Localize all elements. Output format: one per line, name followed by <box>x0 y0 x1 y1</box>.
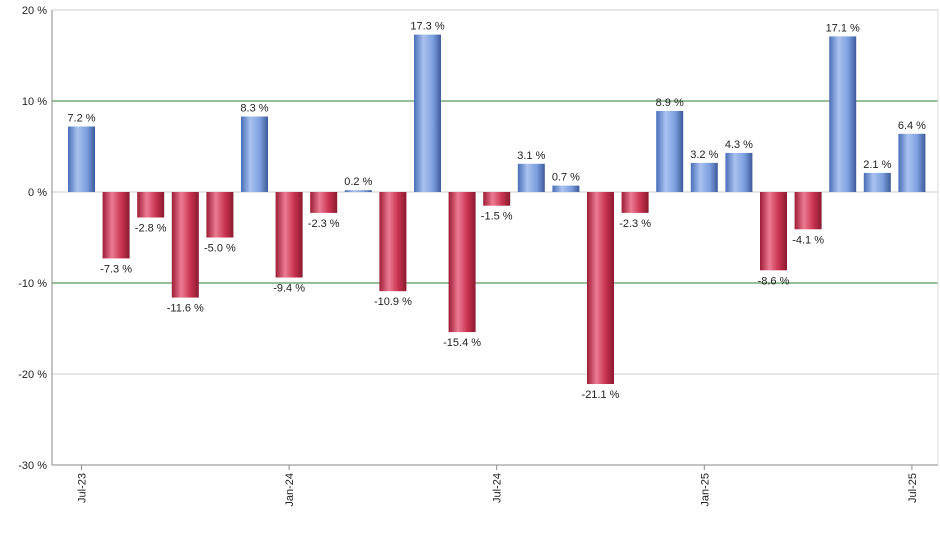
bar-Jun-24 <box>448 192 476 333</box>
data-label-Jul-23: 7.2 % <box>67 113 95 125</box>
bar-May-25 <box>829 36 857 193</box>
data-label-Aug-23: -7.3 % <box>100 263 132 275</box>
bar-Jul-23 <box>68 126 95 192</box>
y-tick-label: 0 % <box>28 187 47 199</box>
bar-Aug-23 <box>102 192 130 259</box>
data-label-Nov-24: -2.3 % <box>619 218 651 230</box>
data-label-Sep-23: -2.8 % <box>135 223 167 235</box>
data-label-Dec-23: 8.3 % <box>240 103 268 115</box>
data-label-May-24: 17.3 % <box>410 21 444 33</box>
bar-Sep-23 <box>137 192 165 218</box>
data-label-Oct-23: -11.6 % <box>167 303 204 315</box>
bar-Feb-24 <box>310 192 338 213</box>
bars <box>68 34 926 384</box>
bar-Feb-25 <box>725 152 753 192</box>
data-label-Jul-24: -1.5 % <box>481 211 513 223</box>
x-tick-label: Jan-24 <box>284 473 296 507</box>
bar-Apr-25 <box>794 192 822 230</box>
data-labels: 7.2 % -7.3 % -2.8 % -11.6 % -5.0 % 8.3 % -9.4 … <box>67 21 926 401</box>
bar-Dec-23 <box>241 116 268 192</box>
data-label-Apr-25: -4.1 % <box>792 234 824 246</box>
data-label-Jul-25: 6.4 % <box>898 120 926 132</box>
y-tick-label: -20 % <box>18 369 47 381</box>
bar-Jul-24 <box>483 192 511 206</box>
data-label-Dec-24: 8.9 % <box>656 97 684 109</box>
data-label-Feb-25: 4.3 % <box>725 139 753 151</box>
x-tick-label: Jan-25 <box>699 473 711 507</box>
data-label-Mar-24: 0.2 % <box>344 176 372 188</box>
bar-Aug-24 <box>517 163 545 192</box>
x-tick-label: Jul-24 <box>492 473 504 503</box>
bar-Mar-24 <box>344 190 372 192</box>
data-label-Mar-25: -8.6 % <box>758 275 790 287</box>
data-label-Feb-24: -2.3 % <box>308 218 340 230</box>
data-label-Jan-24: -9.4 % <box>273 283 305 295</box>
data-label-Sep-24: 0.7 % <box>552 172 580 184</box>
y-tick-label: 10 % <box>22 96 47 108</box>
data-label-Jan-25: 3.2 % <box>690 149 718 161</box>
data-label-Jun-24: -15.4 % <box>443 337 481 349</box>
x-axis-tick-labels: Jul-23 Jan-24 Jul-24 Jan-25 Jul-25 <box>77 473 919 507</box>
bar-May-24 <box>414 34 441 192</box>
data-label-Apr-24: -10.9 % <box>374 296 412 308</box>
y-tick-label: 20 % <box>22 5 47 17</box>
bar-Apr-24 <box>379 192 407 292</box>
y-tick-label: -10 % <box>18 278 47 290</box>
data-label-Nov-23: -5.0 % <box>204 243 236 255</box>
bar-Jan-25 <box>690 162 718 192</box>
y-tick-label: -30 % <box>18 460 47 472</box>
data-label-Oct-24: -21.1 % <box>582 389 620 401</box>
bar-Jul-25 <box>898 133 926 192</box>
bar-Nov-23 <box>206 192 234 238</box>
data-label-Jun-25: 2.1 % <box>863 159 891 171</box>
x-tick-label: Jul-23 <box>77 473 89 503</box>
axes <box>51 10 939 470</box>
bar-Jun-25 <box>863 172 891 192</box>
bar-Oct-23 <box>171 192 199 298</box>
x-tick-label: Jul-25 <box>907 473 919 503</box>
bar-Oct-24 <box>587 192 614 384</box>
bar-Jan-24 <box>275 192 303 278</box>
bar-Sep-24 <box>552 185 580 192</box>
y-axis-tick-labels: 20 % 10 % 0 % -10 % -20 % -30 % <box>18 5 47 472</box>
bar-Dec-24 <box>656 111 684 192</box>
data-label-Aug-24: 3.1 % <box>517 150 545 162</box>
data-label-May-25: 17.1 % <box>826 22 860 34</box>
bar-Nov-24 <box>621 192 649 213</box>
bar-Mar-25 <box>760 192 787 271</box>
